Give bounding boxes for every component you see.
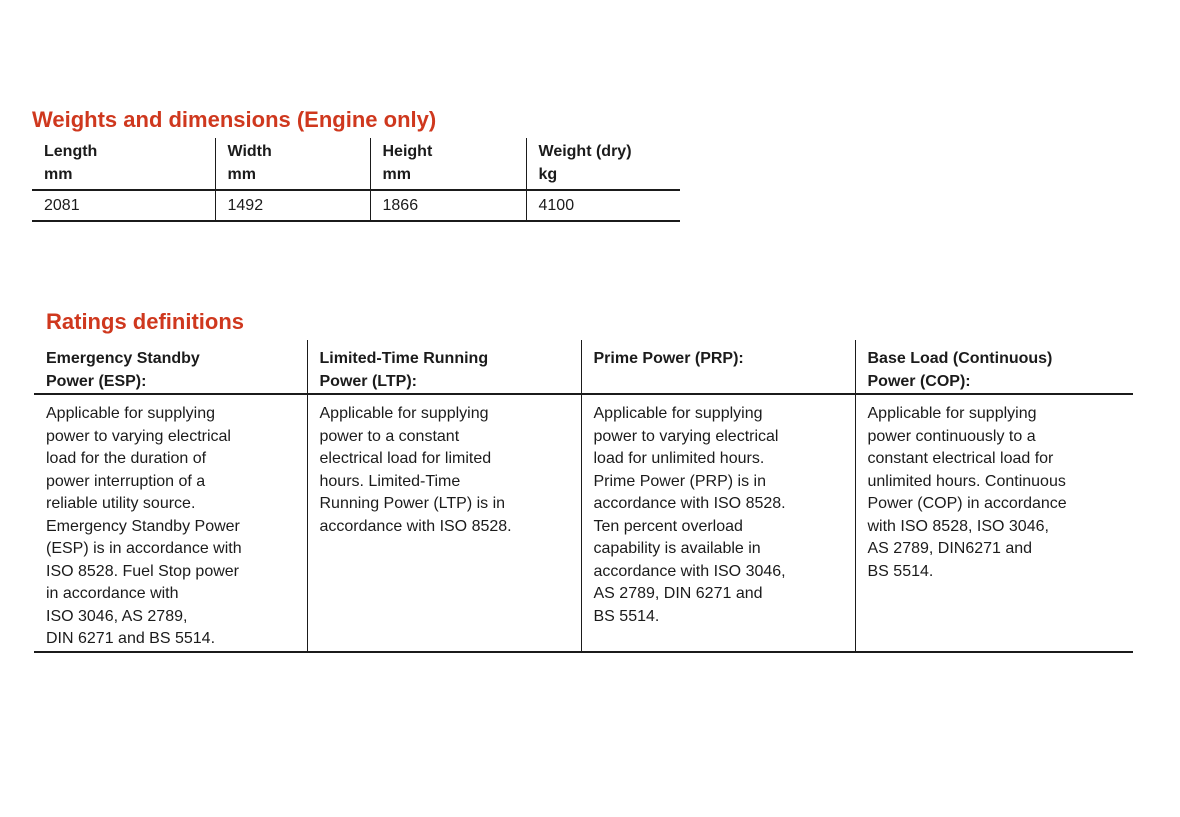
column-label: Height xyxy=(382,143,433,160)
ratings-header-prp: Prime Power (PRP): xyxy=(580,340,855,395)
weights-section-title: Weights and dimensions (Engine only) xyxy=(32,107,437,132)
column-label: Weight (dry) xyxy=(538,143,632,160)
ratings-definitions-table: Emergency Standby Power (ESP): Limited-T… xyxy=(34,340,1133,653)
column-label: Width xyxy=(227,143,272,160)
column-unit: kg xyxy=(538,166,558,183)
column-unit: mm xyxy=(227,166,256,183)
cop-definition: Applicable for supplying power continuou… xyxy=(854,394,1133,653)
height-value: 1866 xyxy=(369,190,526,222)
weights-header-row: Length mm Width mm Height mm Weight (dry… xyxy=(32,138,680,191)
width-value: 1492 xyxy=(214,190,370,222)
weight-dry-value: 4100 xyxy=(525,190,680,222)
ratings-header-cop: Base Load (Continuous) Power (COP): xyxy=(854,340,1133,395)
weights-header-length: Length mm xyxy=(32,138,215,191)
column-unit: mm xyxy=(44,166,73,183)
ratings-section-title: Ratings definitions xyxy=(46,309,244,334)
weights-dimensions-table: Length mm Width mm Height mm Weight (dry… xyxy=(32,138,680,222)
weights-header-height: Height mm xyxy=(369,138,526,191)
prp-definition: Applicable for supplying power to varyin… xyxy=(580,394,855,653)
column-label: Length xyxy=(44,143,98,160)
ratings-header-row: Emergency Standby Power (ESP): Limited-T… xyxy=(34,340,1133,395)
weights-header-width: Width mm xyxy=(214,138,370,191)
ratings-header-esp: Emergency Standby Power (ESP): xyxy=(34,340,307,395)
length-value: 2081 xyxy=(32,190,215,222)
ratings-header-ltp: Limited-Time Running Power (LTP): xyxy=(306,340,581,395)
weights-value-row: 2081 1492 1866 4100 xyxy=(32,190,680,222)
ltp-definition: Applicable for supplying power to a cons… xyxy=(306,394,581,653)
column-unit: mm xyxy=(382,166,411,183)
esp-definition: Applicable for supplying power to varyin… xyxy=(34,394,307,653)
weights-header-weight-dry: Weight (dry) kg xyxy=(525,138,680,191)
ratings-definition-row: Applicable for supplying power to varyin… xyxy=(34,394,1133,653)
